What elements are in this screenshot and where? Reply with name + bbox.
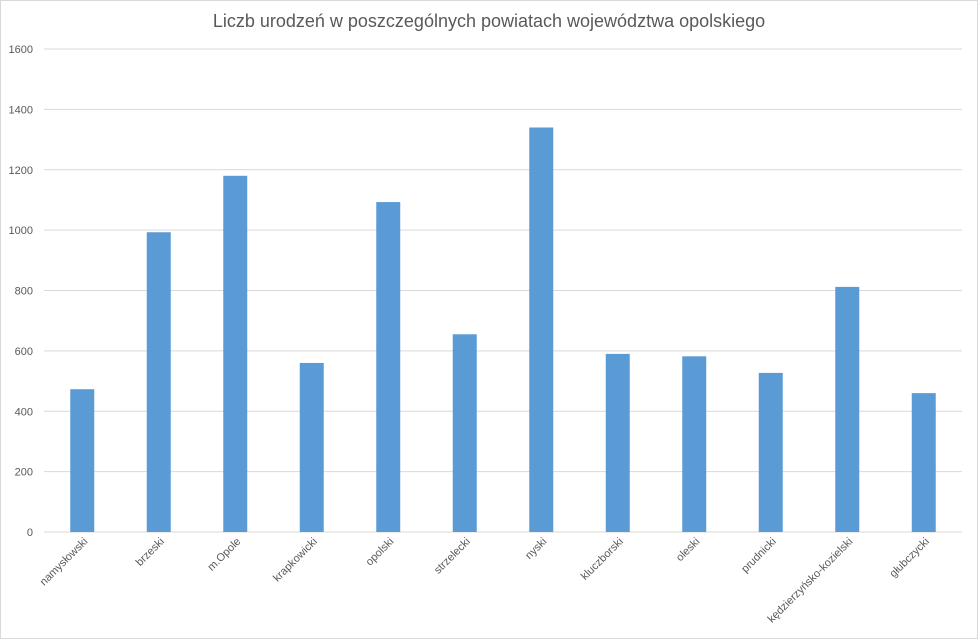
bar-4: [376, 202, 401, 532]
bar-11: [911, 393, 936, 532]
y-tick-label: 1400: [9, 104, 33, 116]
x-tick-label: oleski: [674, 536, 702, 564]
x-tick-label: kędzierzyńsko-kozielski: [766, 536, 856, 626]
bar-9: [758, 372, 783, 532]
x-axis-ticks: namysłowski brzeski m.Opole krapkowicki opol…: [38, 536, 932, 626]
x-tick-label: strzelecki: [432, 536, 473, 577]
bar-7: [605, 353, 630, 532]
y-tick-label: 1000: [9, 225, 33, 237]
bar-6: [529, 127, 554, 533]
x-tick-label: kluczborski: [579, 536, 626, 583]
x-tick-label: namysłowski: [38, 536, 91, 589]
y-tick-label: 1600: [9, 44, 33, 56]
x-tick-label: opolski: [364, 536, 397, 569]
bars: [70, 127, 936, 533]
bar-1: [146, 232, 171, 532]
y-tick-label: 600: [15, 346, 33, 358]
bar-0: [70, 389, 95, 532]
bar-10: [835, 286, 860, 532]
bar-3: [299, 362, 324, 532]
y-tick-label: 400: [15, 406, 33, 418]
bar-5: [452, 334, 477, 532]
x-tick-label: brzeski: [134, 536, 167, 569]
chart-title: Liczb urodzeń w poszczególnych powiatach…: [212, 11, 766, 31]
y-tick-label: 200: [15, 467, 33, 479]
gridlines: [44, 48, 962, 533]
bar-2: [223, 175, 248, 532]
y-tick-label: 0: [27, 527, 33, 539]
y-tick-label: 1200: [9, 165, 33, 177]
x-tick-label: krapkowicki: [271, 536, 320, 585]
y-axis-ticks: 0 200 400 600 800 1000 1200 1400 1600: [9, 44, 33, 539]
x-tick-label: głubczycki: [888, 536, 932, 580]
bar-8: [682, 356, 707, 532]
x-tick-label: prudnicki: [739, 536, 779, 576]
x-tick-label: m.Opole: [205, 536, 243, 574]
y-tick-label: 800: [15, 286, 33, 298]
x-tick-label: nyski: [523, 536, 549, 562]
